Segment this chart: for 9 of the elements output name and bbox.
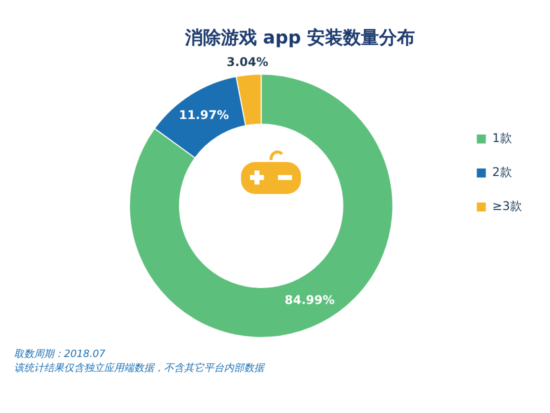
legend-label: ≥3款 [492, 199, 522, 214]
chart-title: 消除游戏 app 安装数量分布 [184, 27, 416, 48]
text: 取数周期：2018.07 [14, 348, 106, 362]
text: 该统计结果仅含独立应用端数据，不含其它平台内部数据 [14, 362, 266, 376]
legend-label: 2款 [492, 165, 512, 180]
data-label: 84.99% [284, 292, 335, 307]
legend-label: 1款 [492, 131, 512, 146]
data-label: 11.97% [178, 108, 229, 122]
data-label: 3.04% [226, 54, 268, 69]
